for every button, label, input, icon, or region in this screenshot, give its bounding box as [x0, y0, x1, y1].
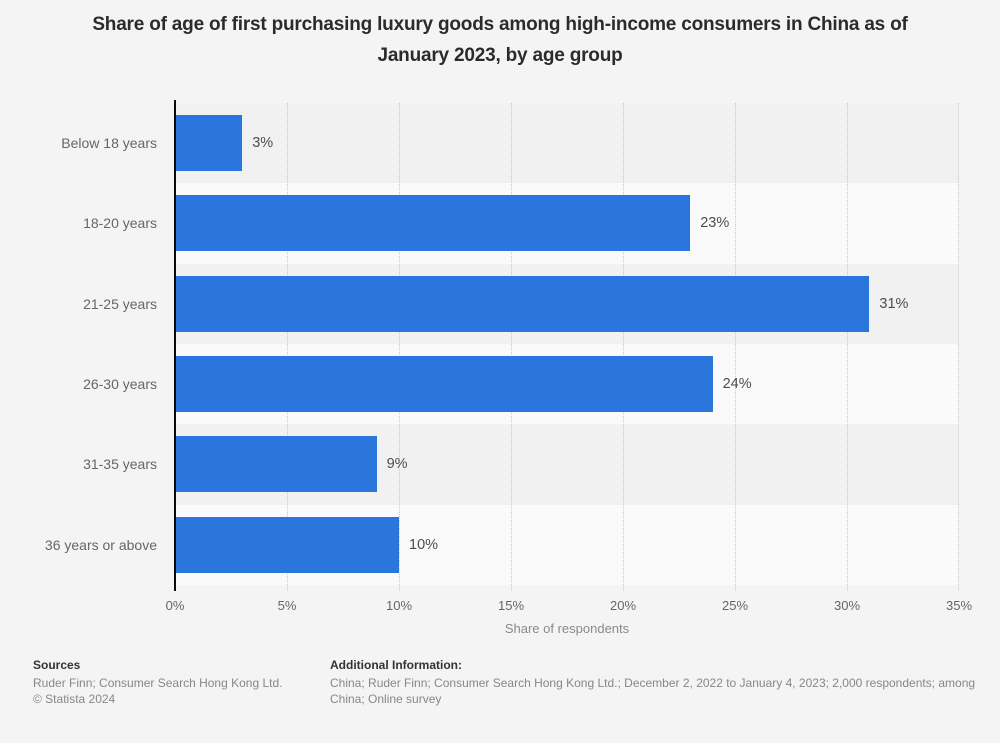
bar-row: 3%	[175, 103, 959, 183]
x-tick-label: 5%	[277, 598, 297, 613]
bar-row: 23%	[175, 183, 959, 263]
x-axis-ticks: 0% 5% 10% 15% 20% 25% 30% 35%	[166, 598, 972, 614]
value-label: 10%	[409, 536, 439, 553]
sources-block: Sources Ruder Finn; Consumer Search Hong…	[33, 657, 313, 707]
x-tick-label: 15%	[497, 598, 525, 613]
x-tick-label: 10%	[385, 598, 413, 613]
category-label: Below 18 years	[61, 135, 157, 152]
bar-row: 9%	[175, 424, 959, 504]
category-label: 31-35 years	[83, 456, 157, 473]
bar	[175, 436, 377, 493]
bar	[175, 356, 713, 413]
value-label: 31%	[879, 295, 909, 312]
row-band	[175, 103, 959, 184]
category-label: 21-25 years	[83, 295, 157, 312]
category-label: 18-20 years	[83, 215, 157, 232]
x-axis-title: Share of respondents	[504, 621, 630, 636]
x-tick-label: 25%	[721, 598, 749, 613]
value-label: 3%	[252, 135, 274, 152]
bar	[175, 195, 691, 252]
bar	[175, 115, 243, 172]
value-label: 23%	[700, 215, 730, 232]
plot-area: 3% 23% 31% 24% 9% 10%	[175, 103, 959, 591]
category-label: 36 years or above	[44, 536, 157, 553]
statista-copyright: © Statista 2024	[33, 692, 116, 706]
sources-line: Ruder Finn; Consumer Search Hong Kong Lt…	[33, 676, 283, 690]
x-tick-label: 35%	[945, 598, 973, 613]
bar-row: 10%	[175, 505, 959, 585]
category-label: 26-30 years	[83, 376, 157, 393]
x-tick-label: 0%	[165, 598, 185, 613]
x-tick-label: 30%	[833, 598, 861, 613]
bar	[175, 275, 870, 332]
value-label: 24%	[722, 376, 752, 393]
additional-info-text: China; Ruder Finn; Consumer Search Hong …	[330, 676, 976, 706]
x-tick-label: 20%	[609, 598, 637, 613]
bar-row: 31%	[175, 264, 959, 344]
y-axis-line	[174, 100, 176, 591]
additional-info-heading: Additional Information:	[330, 658, 462, 672]
value-label: 9%	[386, 456, 408, 473]
bars-layer: 3% 23% 31% 24% 9% 10%	[175, 103, 959, 585]
additional-info-block: Additional Information: China; Ruder Fin…	[330, 657, 998, 707]
bar	[175, 516, 399, 573]
category-axis: Below 18 years 18-20 years 21-25 years 2…	[0, 103, 157, 585]
sources-heading: Sources	[33, 658, 81, 672]
bar-row: 24%	[175, 344, 959, 424]
chart-title: Share of age of first purchasing luxury …	[92, 14, 908, 66]
